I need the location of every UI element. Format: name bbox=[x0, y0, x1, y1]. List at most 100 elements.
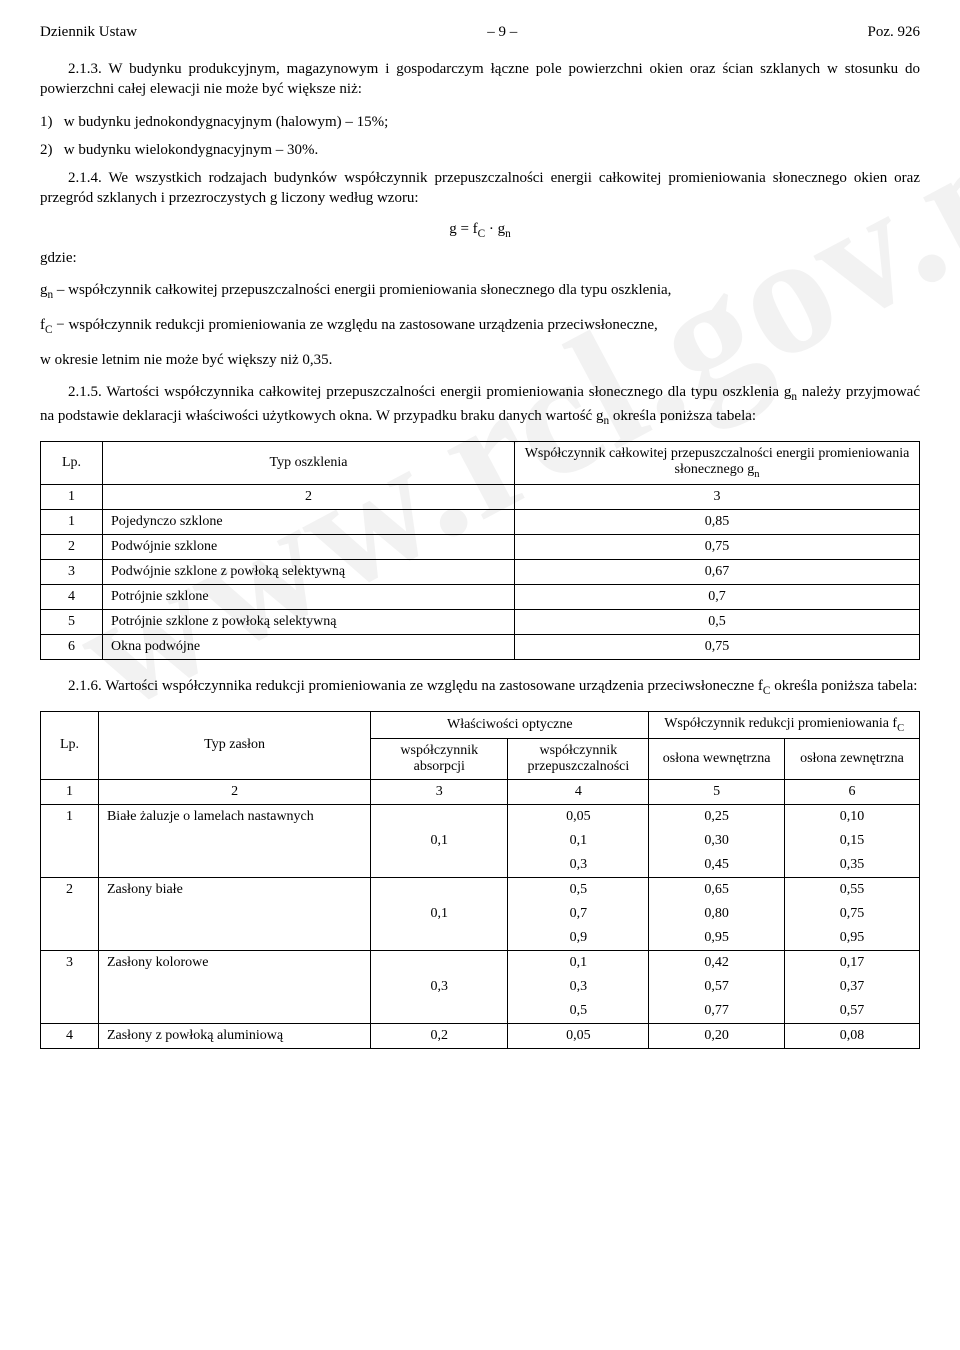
cell-wew: 0,95 bbox=[649, 926, 785, 951]
cell-lp bbox=[41, 902, 99, 926]
cell-typ: Potrójnie szklone bbox=[103, 584, 515, 609]
cell-zew: 0,10 bbox=[784, 804, 919, 829]
def-rest: w okresie letnim nie może być większy ni… bbox=[40, 350, 920, 370]
table-row: Lp. Typ zasłon Właściwości optyczne Wspó… bbox=[41, 711, 920, 738]
colnum: 2 bbox=[103, 484, 515, 509]
cell-typ bbox=[98, 829, 370, 853]
th-g: Współczynnik całkowitej przepuszczalnośc… bbox=[515, 441, 920, 484]
table-row: 0,10,70,800,75 bbox=[41, 902, 920, 926]
cell-prz: 0,1 bbox=[508, 829, 649, 853]
cell-g: 0,7 bbox=[515, 584, 920, 609]
cell-wew: 0,77 bbox=[649, 999, 785, 1024]
table-row: 1 2 3 4 5 6 bbox=[41, 779, 920, 804]
cell-zew: 0,95 bbox=[784, 926, 919, 951]
cell-prz: 0,5 bbox=[508, 999, 649, 1024]
fc-txt: − współczynnik redukcji promieniowania z… bbox=[53, 317, 658, 333]
para-216: 2.1.6. Wartości współczynnika redukcji p… bbox=[40, 676, 920, 699]
cell-abs bbox=[371, 999, 508, 1024]
list-1: 1) w budynku jednokondygnacyjnym (halowy… bbox=[40, 112, 920, 132]
header-center: – 9 – bbox=[487, 24, 517, 41]
cell-typ bbox=[98, 975, 370, 999]
table-row: 6Okna podwójne0,75 bbox=[41, 634, 920, 659]
cell-typ bbox=[98, 999, 370, 1024]
table-fc: Lp. Typ zasłon Właściwości optyczne Wspó… bbox=[40, 711, 920, 1049]
th-g-txt: Współczynnik całkowitej przepuszczalnośc… bbox=[525, 446, 910, 477]
gn-pre: g bbox=[40, 282, 48, 298]
colnum: 2 bbox=[98, 779, 370, 804]
cell-wew: 0,80 bbox=[649, 902, 785, 926]
table-row: 4Zasłony z powłoką aluminiową0,20,050,20… bbox=[41, 1023, 920, 1048]
cell-prz: 0,5 bbox=[508, 877, 649, 902]
cell-abs: 0,1 bbox=[371, 829, 508, 853]
cell-typ: Podwójnie szklone z powłoką selektywną bbox=[103, 559, 515, 584]
cell-typ: Białe żaluzje o lamelach nastawnych bbox=[98, 804, 370, 829]
cell-lp: 4 bbox=[41, 584, 103, 609]
table-row: Lp. Typ oszklenia Współczynnik całkowite… bbox=[41, 441, 920, 484]
cell-prz: 0,3 bbox=[508, 853, 649, 878]
table-row: 3Zasłony kolorowe0,10,420,17 bbox=[41, 950, 920, 975]
colnum: 3 bbox=[371, 779, 508, 804]
colnum: 4 bbox=[508, 779, 649, 804]
table-row: 0,50,770,57 bbox=[41, 999, 920, 1024]
p216-a: 2.1.6. Wartości współczynnika redukcji p… bbox=[68, 678, 763, 694]
cell-wew: 0,25 bbox=[649, 804, 785, 829]
th-red: Współczynnik redukcji promieniowania fC bbox=[649, 711, 920, 738]
table-row: 3Podwójnie szklone z powłoką selektywną0… bbox=[41, 559, 920, 584]
th-prz: współczynnik przepuszczalności bbox=[508, 738, 649, 779]
p215-c: określa poniższa tabela: bbox=[609, 408, 756, 424]
table-row: 5Potrójnie szklone z powłoką selektywną0… bbox=[41, 609, 920, 634]
cell-prz: 0,05 bbox=[508, 1023, 649, 1048]
cell-typ: Potrójnie szklone z powłoką selektywną bbox=[103, 609, 515, 634]
cell-abs: 0,1 bbox=[371, 902, 508, 926]
cell-typ bbox=[98, 926, 370, 951]
table-gn: Lp. Typ oszklenia Współczynnik całkowite… bbox=[40, 441, 920, 660]
cell-g: 0,75 bbox=[515, 634, 920, 659]
th-g-sub: n bbox=[754, 469, 759, 480]
table-row: 2Podwójnie szklone0,75 bbox=[41, 534, 920, 559]
p216-b: określa poniższa tabela: bbox=[770, 678, 917, 694]
colnum: 5 bbox=[649, 779, 785, 804]
where: gdzie: bbox=[40, 248, 920, 268]
cell-typ: Pojedynczo szklone bbox=[103, 509, 515, 534]
cell-typ bbox=[98, 902, 370, 926]
cell-g: 0,75 bbox=[515, 534, 920, 559]
cell-wew: 0,20 bbox=[649, 1023, 785, 1048]
cell-lp: 1 bbox=[41, 804, 99, 829]
th-typ: Typ oszklenia bbox=[103, 441, 515, 484]
fc-sub: C bbox=[45, 324, 53, 336]
cell-prz: 0,05 bbox=[508, 804, 649, 829]
formula-sub2: n bbox=[505, 228, 511, 240]
def-fc: fC − współczynnik redukcji promieniowani… bbox=[40, 315, 920, 338]
cell-zew: 0,57 bbox=[784, 999, 919, 1024]
colnum: 1 bbox=[41, 484, 103, 509]
cell-typ: Zasłony białe bbox=[98, 877, 370, 902]
th-red-sub: C bbox=[897, 723, 904, 734]
cell-typ: Okna podwójne bbox=[103, 634, 515, 659]
header-right: Poz. 926 bbox=[868, 24, 921, 41]
list-2: 2) w budynku wielokondygnacyjnym – 30%. bbox=[40, 140, 920, 160]
cell-wew: 0,42 bbox=[649, 950, 785, 975]
cell-lp bbox=[41, 975, 99, 999]
para-215: 2.1.5. Wartości współczynnika całkowitej… bbox=[40, 382, 920, 428]
cell-g: 0,5 bbox=[515, 609, 920, 634]
cell-zew: 0,75 bbox=[784, 902, 919, 926]
cell-lp: 6 bbox=[41, 634, 103, 659]
table-row: 4Potrójnie szklone0,7 bbox=[41, 584, 920, 609]
th-red-txt: Współczynnik redukcji promieniowania f bbox=[664, 716, 897, 731]
page-header: Dziennik Ustaw – 9 – Poz. 926 bbox=[40, 24, 920, 41]
table-row: 0,90,950,95 bbox=[41, 926, 920, 951]
cell-abs bbox=[371, 926, 508, 951]
cell-abs: 0,2 bbox=[371, 1023, 508, 1048]
cell-abs bbox=[371, 804, 508, 829]
cell-g: 0,85 bbox=[515, 509, 920, 534]
cell-lp: 3 bbox=[41, 950, 99, 975]
formula-pre: g = f bbox=[449, 221, 477, 237]
th-typ: Typ zasłon bbox=[98, 711, 370, 779]
cell-zew: 0,15 bbox=[784, 829, 919, 853]
colnum: 6 bbox=[784, 779, 919, 804]
cell-lp bbox=[41, 926, 99, 951]
th-wew: osłona wewnętrzna bbox=[649, 738, 785, 779]
th-lp: Lp. bbox=[41, 711, 99, 779]
cell-typ: Zasłony z powłoką aluminiową bbox=[98, 1023, 370, 1048]
gn-txt: – współczynnik całkowitej przepuszczalno… bbox=[53, 282, 671, 298]
